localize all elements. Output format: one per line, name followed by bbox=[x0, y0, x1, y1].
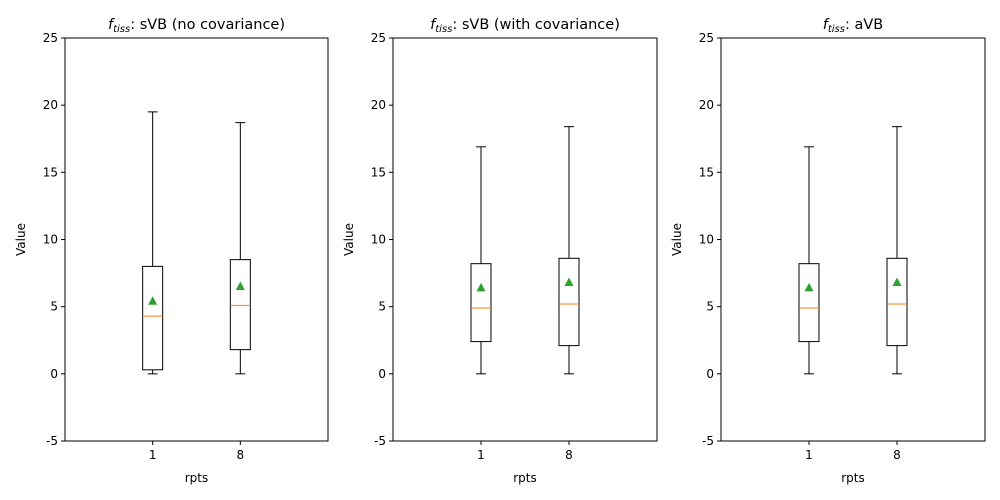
x-axis-label: rpts bbox=[185, 471, 209, 485]
chart-title: ftiss: sVB (with covariance) bbox=[430, 17, 620, 35]
title-text: : aVB bbox=[845, 17, 883, 33]
y-tick-label: 25 bbox=[371, 31, 386, 45]
y-tick-label: 0 bbox=[50, 367, 58, 381]
title-subscript: tiss bbox=[113, 24, 130, 35]
x-tick-label: 1 bbox=[149, 448, 157, 462]
box-group-1 bbox=[798, 146, 820, 375]
title-subscript: tiss bbox=[435, 24, 452, 35]
y-tick-label: 0 bbox=[378, 367, 386, 381]
title-symbol: f bbox=[108, 17, 115, 33]
y-tick-label: -5 bbox=[374, 434, 386, 448]
title-text: : sVB (no covariance) bbox=[130, 17, 285, 33]
title-text: : sVB (with covariance) bbox=[452, 17, 619, 33]
mean-marker bbox=[235, 281, 245, 291]
axes-frame bbox=[392, 37, 658, 442]
box bbox=[142, 265, 164, 371]
y-tick-label: 25 bbox=[43, 31, 58, 45]
box-group-8 bbox=[886, 126, 908, 375]
subplot-3: -5 0 5 10 15 20 25 1 8 rpts Value ftiss: aVB bbox=[670, 17, 986, 485]
box-group-8 bbox=[229, 122, 251, 375]
box bbox=[470, 263, 492, 343]
y-tick-label: 20 bbox=[43, 98, 58, 112]
mean-marker bbox=[892, 277, 902, 286]
mean-marker bbox=[564, 277, 574, 286]
y-tick-label: 10 bbox=[43, 233, 58, 247]
x-tick-label: 1 bbox=[805, 448, 813, 462]
box bbox=[558, 257, 580, 347]
x-tick-label: 1 bbox=[477, 448, 485, 462]
y-tick-label: 10 bbox=[699, 233, 714, 247]
x-axis-label: rpts bbox=[513, 471, 537, 485]
y-axis-label: Value bbox=[342, 223, 356, 256]
x-tick-label: 8 bbox=[237, 448, 245, 462]
axes-frame bbox=[720, 37, 986, 442]
y-tick-label: 15 bbox=[43, 165, 58, 179]
y-tick-label: 25 bbox=[699, 31, 714, 45]
mean-marker bbox=[148, 296, 158, 305]
y-tick-label: 15 bbox=[699, 165, 714, 179]
y-axis-label: Value bbox=[670, 223, 684, 256]
y-tick-label: 15 bbox=[371, 165, 386, 179]
y-tick-label: -5 bbox=[702, 434, 714, 448]
mean-marker bbox=[476, 282, 486, 292]
box-group-8 bbox=[558, 126, 580, 375]
chart-title: ftiss: aVB bbox=[823, 17, 883, 35]
box-group-1 bbox=[142, 111, 164, 375]
box bbox=[229, 259, 251, 351]
title-symbol: f bbox=[430, 17, 437, 33]
box bbox=[886, 257, 908, 347]
subplot-2: -5 0 5 10 15 20 25 1 8 rpts Value ftiss: sVB (with … bbox=[342, 17, 658, 485]
y-tick-label: 5 bbox=[378, 300, 386, 314]
title-symbol: f bbox=[823, 17, 830, 33]
x-tick-label: 8 bbox=[565, 448, 573, 462]
box-group-1 bbox=[470, 146, 492, 375]
y-tick-label: -5 bbox=[46, 434, 58, 448]
y-tick-label: 20 bbox=[699, 98, 714, 112]
box bbox=[798, 263, 820, 343]
y-tick-label: 5 bbox=[50, 300, 58, 314]
title-subscript: tiss bbox=[828, 24, 845, 35]
chart-title: ftiss: sVB (no covariance) bbox=[108, 17, 285, 35]
x-tick-label: 8 bbox=[893, 448, 901, 462]
mean-marker bbox=[804, 282, 814, 292]
subplot-1: -5 0 5 10 15 20 25 1 8 rpts Value ftiss: sVB (no co… bbox=[14, 17, 329, 485]
y-tick-label: 10 bbox=[371, 233, 386, 247]
y-axis-label: Value bbox=[14, 223, 28, 256]
y-tick-label: 5 bbox=[706, 300, 714, 314]
axes-frame bbox=[64, 37, 329, 442]
y-tick-label: 20 bbox=[371, 98, 386, 112]
x-axis-label: rpts bbox=[841, 471, 865, 485]
y-tick-label: 0 bbox=[706, 367, 714, 381]
